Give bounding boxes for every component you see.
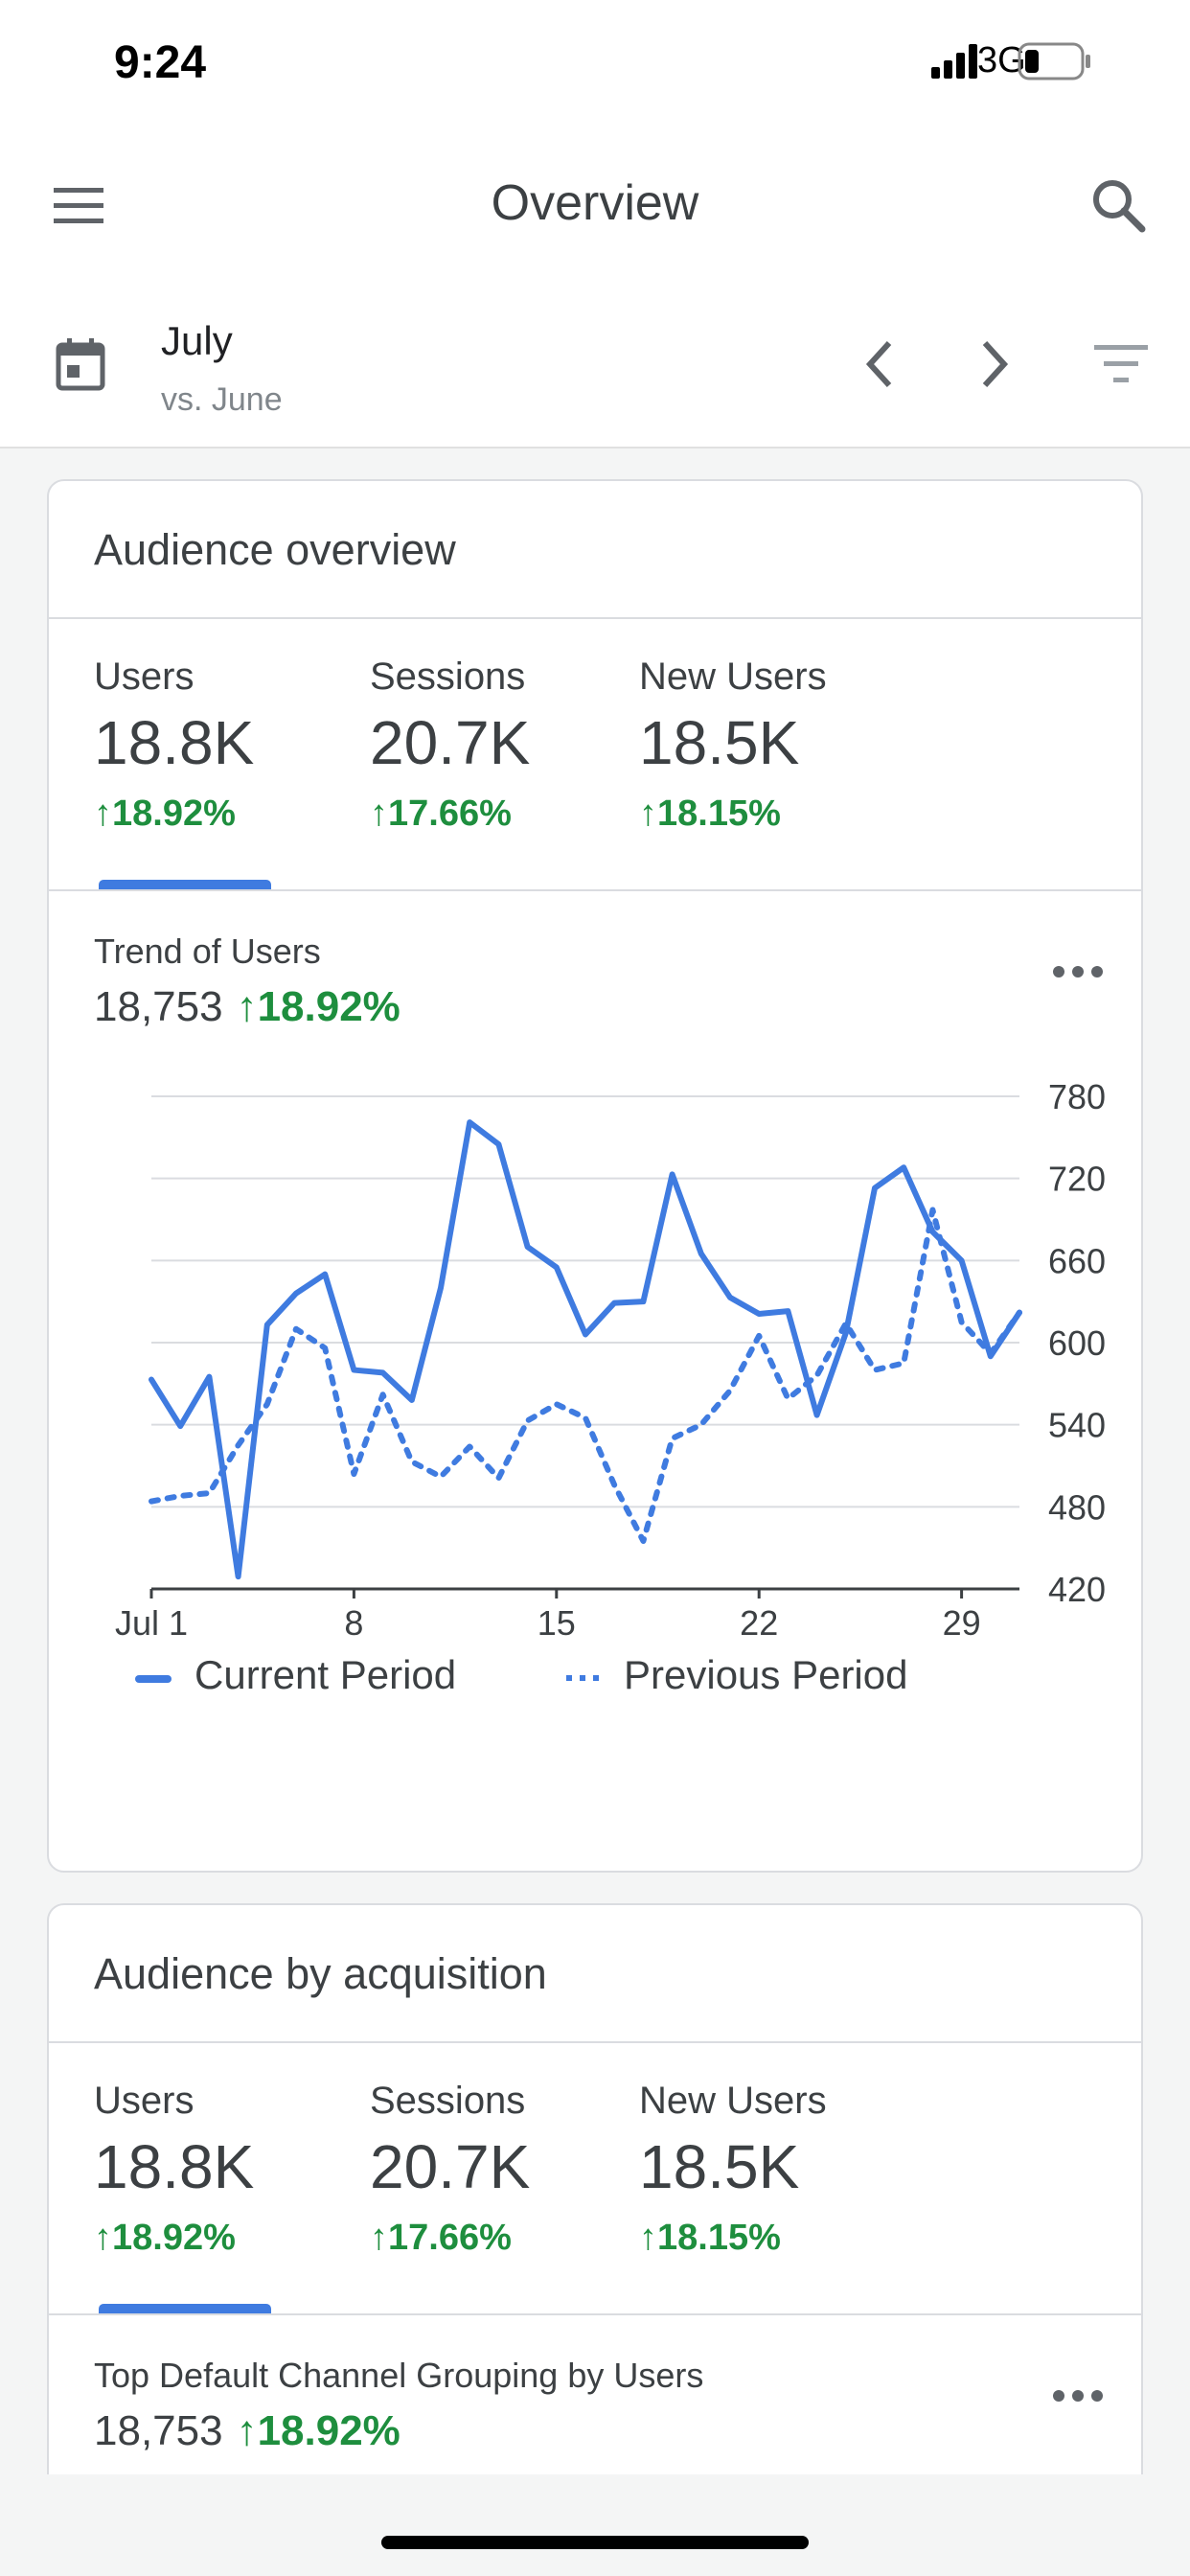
x-tick-label: 29 [943, 1603, 981, 1643]
bottom-safe-area [0, 2474, 1190, 2576]
divider [49, 617, 1141, 619]
app-bar: Overview [0, 134, 1190, 278]
trend-label: Top Default Channel Grouping by Users [94, 2356, 704, 2395]
y-tick-label: 540 [1048, 1406, 1106, 1445]
arrow-up-icon: ↑ [639, 2218, 657, 2258]
metric-value: 20.7K [370, 2132, 531, 2201]
metric-change: ↑17.66% [370, 2218, 512, 2258]
comparison-label: vs. June [161, 381, 283, 418]
metric-change: ↑18.92% [94, 794, 236, 834]
arrow-up-icon: ↑ [94, 2218, 112, 2258]
selected-tab-indicator [99, 880, 271, 889]
legend-label: Previous Period [624, 1652, 908, 1697]
metric-label: Sessions [370, 656, 526, 698]
series-line-previous [149, 1207, 1022, 1545]
metric-change: ↑18.15% [639, 2218, 781, 2258]
legend-swatch-dotted [566, 1675, 599, 1681]
more-options-icon[interactable] [1051, 2388, 1105, 2404]
y-tick-label: 600 [1048, 1323, 1106, 1363]
x-tick-label: 15 [538, 1603, 576, 1643]
status-bar: 9:24 3G [0, 0, 1190, 134]
y-tick-label: 720 [1048, 1160, 1106, 1199]
trend-value: 18,753 ↑18.92% [94, 2407, 400, 2454]
divider [49, 2313, 1141, 2315]
metric-value: 18.5K [639, 708, 800, 777]
metric-change: ↑18.92% [94, 2218, 236, 2258]
trend-line-chart: 420 480 540 600 660 720 780 Jul 1 8 15 22 29 [115, 1077, 1106, 1643]
metric-change: ↑17.66% [370, 794, 512, 834]
audience-overview-card: Audience overview Users 18.8K ↑18.92% Se… [47, 479, 1143, 1873]
metric-change: ↑18.15% [639, 794, 781, 834]
home-indicator[interactable] [381, 2536, 809, 2549]
metric-value: 18.8K [94, 2132, 255, 2201]
metric-value: 18.5K [639, 2132, 800, 2201]
y-tick-label: 660 [1048, 1241, 1106, 1280]
legend-swatch-solid [135, 1675, 172, 1683]
signal-icon [931, 44, 977, 79]
metric-label: New Users [639, 656, 827, 698]
divider [49, 889, 1141, 891]
divider [49, 2041, 1141, 2043]
legend-label: Current Period [195, 1652, 457, 1697]
audience-acquisition-card: Audience by acquisition Users 18.8K ↑18.… [47, 1903, 1143, 2576]
selected-tab-indicator [99, 2304, 271, 2313]
menu-icon[interactable] [50, 184, 107, 228]
metric-value: 20.7K [370, 708, 531, 777]
x-tick-label: Jul 1 [115, 1603, 188, 1643]
status-time: 9:24 [114, 37, 207, 88]
filter-icon[interactable] [1092, 343, 1150, 385]
search-icon[interactable] [1090, 177, 1148, 235]
chevron-right-icon[interactable] [973, 337, 1016, 391]
chevron-left-icon[interactable] [858, 337, 901, 391]
arrow-up-icon: ↑ [94, 794, 112, 834]
metric-label: Users [94, 2080, 195, 2122]
page-title: Overview [491, 175, 699, 231]
metric-label: Users [94, 656, 195, 698]
y-tick-label: 480 [1048, 1487, 1106, 1527]
metric-value: 18.8K [94, 708, 255, 777]
arrow-up-icon: ↑ [370, 2218, 388, 2258]
card-title: Audience overview [94, 525, 456, 574]
date-selector: July vs. June [0, 278, 1190, 448]
x-tick-label: 22 [740, 1603, 778, 1643]
metric-label: Sessions [370, 2080, 526, 2122]
y-tick-label: 780 [1048, 1077, 1106, 1116]
x-tick-label: 8 [344, 1603, 363, 1643]
metric-label: New Users [639, 2080, 827, 2122]
trend-label: Trend of Users [94, 932, 321, 971]
trend-value: 18,753 ↑18.92% [94, 983, 400, 1030]
calendar-icon[interactable] [56, 337, 105, 391]
arrow-up-icon: ↑ [236, 2407, 258, 2454]
battery-icon [1018, 42, 1090, 80]
arrow-up-icon: ↑ [236, 983, 258, 1030]
date-range-label[interactable]: July [161, 318, 233, 363]
y-tick-label: 420 [1048, 1570, 1106, 1609]
network-label: 3G [977, 40, 1026, 80]
arrow-up-icon: ↑ [370, 794, 388, 834]
card-title: Audience by acquisition [94, 1949, 547, 1998]
arrow-up-icon: ↑ [639, 794, 657, 834]
series-line-current [149, 1119, 1022, 1580]
more-options-icon[interactable] [1051, 964, 1105, 979]
